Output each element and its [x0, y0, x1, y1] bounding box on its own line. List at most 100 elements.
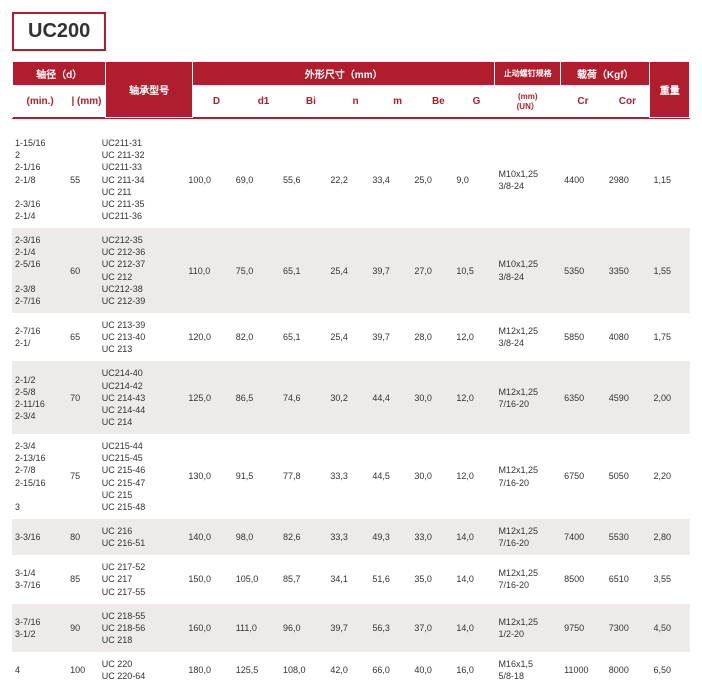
cell-m: 33,4 — [369, 131, 411, 228]
cell-Cr: 9750 — [561, 604, 606, 652]
cell-Bi: 82,6 — [280, 519, 327, 555]
cell-m: 56,3 — [369, 604, 411, 652]
cell-D: 125,0 — [185, 361, 232, 434]
cell-wt: 1,75 — [650, 313, 690, 361]
cell-Bi: 108,0 — [280, 652, 327, 688]
cell-Bi: 55,6 — [280, 131, 327, 228]
cell-Be: 30,0 — [411, 361, 453, 434]
cell-n: 22,2 — [327, 131, 369, 228]
cell-d1: 98,0 — [233, 519, 280, 555]
cell-mm: 90 — [67, 604, 99, 652]
cell-D: 130,0 — [185, 434, 232, 519]
cell-n: 30,2 — [327, 361, 369, 434]
cell-Cr: 4400 — [561, 131, 606, 228]
cell-D: 100,0 — [185, 131, 232, 228]
header-divider — [12, 118, 690, 119]
cell-m: 66,0 — [369, 652, 411, 688]
cell-d1: 111,0 — [233, 604, 280, 652]
hdr-thread-sub: (mm) (UN） — [495, 86, 561, 118]
cell-Cr: 11000 — [561, 652, 606, 688]
cell-min: 3-3/16 — [12, 519, 67, 555]
cell-d1: 91,5 — [233, 434, 280, 519]
hdr-Cor: Cor — [605, 86, 650, 118]
cell-Be: 25,0 — [411, 131, 453, 228]
cell-m: 44,4 — [369, 361, 411, 434]
cell-mm: 75 — [67, 434, 99, 519]
cell-D: 150,0 — [185, 555, 232, 603]
cell-d1: 86,5 — [233, 361, 280, 434]
cell-D: 110,0 — [185, 228, 232, 313]
table-row: 2-3/4 2-13/16 2-7/8 2-15/16 375UC215-44 … — [12, 434, 690, 519]
hdr-mm: | (mm) — [68, 86, 106, 118]
cell-thread: M12x1,25 7/16-20 — [495, 434, 561, 519]
cell-Bi: 85,7 — [280, 555, 327, 603]
table-row: 3-3/1680UC 216 UC 216-51140,098,082,633,… — [12, 519, 690, 555]
cell-G: 10,5 — [453, 228, 495, 313]
hdr-Cr: Cr — [561, 86, 606, 118]
hdr-Bi: Bi — [287, 86, 334, 118]
header-table: 轴径（d） 轴承型号 外形尺寸（mm） 止动螺钉规格 载荷（Kgf） 重量 (m… — [12, 61, 690, 118]
cell-mm: 85 — [67, 555, 99, 603]
cell-Be: 28,0 — [411, 313, 453, 361]
cell-Cr: 7400 — [561, 519, 606, 555]
cell-G: 14,0 — [453, 555, 495, 603]
hdr-model: 轴承型号 — [106, 62, 193, 118]
cell-Cr: 5850 — [561, 313, 606, 361]
cell-d1: 69,0 — [233, 131, 280, 228]
cell-mm: 55 — [67, 131, 99, 228]
cell-D: 160,0 — [185, 604, 232, 652]
cell-n: 42,0 — [327, 652, 369, 688]
cell-model: UC 217-52 UC 217 UC 217-55 — [99, 555, 186, 603]
cell-mm: 80 — [67, 519, 99, 555]
cell-n: 25,4 — [327, 313, 369, 361]
cell-min: 3-1/4 3-7/16 — [12, 555, 67, 603]
cell-Cr: 6350 — [561, 361, 606, 434]
cell-d1: 75,0 — [233, 228, 280, 313]
cell-Cr: 5350 — [561, 228, 606, 313]
cell-Bi: 96,0 — [280, 604, 327, 652]
cell-G: 14,0 — [453, 519, 495, 555]
cell-G: 16,0 — [453, 652, 495, 688]
table-row: 2-1/2 2-5/8 2-11/16 2-3/470UC214-40 UC21… — [12, 361, 690, 434]
cell-Cor: 4080 — [606, 313, 651, 361]
cell-thread: M12x1,25 7/16-20 — [495, 519, 561, 555]
cell-Bi: 65,1 — [280, 313, 327, 361]
cell-G: 12,0 — [453, 313, 495, 361]
cell-G: 12,0 — [453, 361, 495, 434]
cell-Cor: 8000 — [606, 652, 651, 688]
cell-Bi: 74,6 — [280, 361, 327, 434]
cell-min: 2-3/16 2-1/4 2-5/16 2-3/8 2-7/16 — [12, 228, 67, 313]
cell-thread: M16x1,5 5/8-18 — [495, 652, 561, 688]
cell-wt: 4,50 — [650, 604, 690, 652]
cell-m: 39,7 — [369, 313, 411, 361]
hdr-G: G — [458, 86, 495, 118]
hdr-min: (min.) — [13, 86, 68, 118]
cell-Be: 40,0 — [411, 652, 453, 688]
cell-D: 140,0 — [185, 519, 232, 555]
cell-min: 1-15/16 2 2-1/16 2-1/8 2-3/16 2-1/4 — [12, 131, 67, 228]
cell-model: UC214-40 UC214-42 UC 214-43 UC 214-44 UC… — [99, 361, 186, 434]
hdr-shaft-dia: 轴径（d） — [13, 62, 106, 86]
table-row: 4100UC 220 UC 220-64180,0125,5108,042,06… — [12, 652, 690, 688]
cell-model: UC211-31 UC 211-32 UC211-33 UC 211-34 UC… — [99, 131, 186, 228]
cell-wt: 1,55 — [650, 228, 690, 313]
cell-d1: 125,5 — [233, 652, 280, 688]
cell-Be: 27,0 — [411, 228, 453, 313]
cell-Be: 35,0 — [411, 555, 453, 603]
hdr-n: n — [335, 86, 377, 118]
series-title: UC200 — [12, 12, 106, 51]
cell-D: 120,0 — [185, 313, 232, 361]
cell-Cr: 8500 — [561, 555, 606, 603]
cell-n: 34,1 — [327, 555, 369, 603]
cell-m: 51,6 — [369, 555, 411, 603]
data-table: 1-15/16 2 2-1/16 2-1/8 2-3/16 2-1/455UC2… — [12, 131, 690, 688]
cell-thread: M12x1,25 1/2-20 — [495, 604, 561, 652]
table-row: 2-3/16 2-1/4 2-5/16 2-3/8 2-7/1660UC212-… — [12, 228, 690, 313]
cell-mm: 100 — [67, 652, 99, 688]
cell-m: 49,3 — [369, 519, 411, 555]
cell-min: 3-7/16 3-1/2 — [12, 604, 67, 652]
cell-n: 39,7 — [327, 604, 369, 652]
cell-model: UC 216 UC 216-51 — [99, 519, 186, 555]
cell-n: 33,3 — [327, 519, 369, 555]
table-row: 3-7/16 3-1/290UC 218-55 UC 218-56 UC 218… — [12, 604, 690, 652]
